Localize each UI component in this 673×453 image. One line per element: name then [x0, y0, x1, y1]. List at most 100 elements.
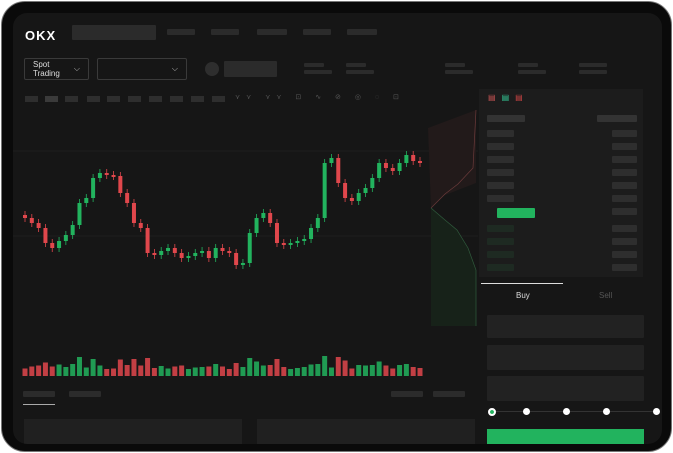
tab-sell[interactable]: Sell — [599, 291, 613, 300]
candle — [77, 203, 82, 225]
volume-bar — [124, 365, 130, 376]
chevron-down-icon: ⌵ — [171, 64, 178, 73]
candle — [63, 235, 68, 241]
tab-history[interactable] — [69, 391, 101, 397]
volume-bar — [111, 368, 117, 376]
orderbook-view-icons[interactable]: ▤▤▤ — [488, 93, 529, 102]
candle — [70, 225, 75, 235]
spot-trading-select[interactable]: Spot Trading ⌵ — [24, 58, 89, 80]
stat-value — [518, 70, 546, 74]
ask-amount — [612, 130, 637, 137]
candle — [356, 193, 361, 201]
volume-bar — [403, 364, 409, 376]
candle — [206, 251, 211, 258]
total-input[interactable] — [487, 376, 644, 401]
ask-price — [487, 195, 514, 202]
candle — [411, 155, 416, 161]
timeframe-button[interactable] — [87, 96, 100, 102]
candle — [36, 223, 41, 228]
bottom-card — [24, 419, 242, 444]
volume-bar — [97, 365, 103, 376]
volume-bar — [240, 367, 246, 376]
volume-bar — [49, 366, 55, 376]
stat-value — [579, 70, 607, 74]
amount-input[interactable] — [487, 345, 644, 370]
candle — [349, 198, 354, 201]
ask-amount — [612, 169, 637, 176]
depth-bids — [431, 208, 476, 326]
volume-bar — [158, 366, 164, 376]
timeframe-button[interactable] — [128, 96, 141, 102]
candle — [29, 218, 34, 223]
filter-button[interactable] — [433, 391, 465, 397]
timeframe-button[interactable] — [212, 96, 225, 102]
volume-bar — [328, 367, 334, 376]
volume-bar — [145, 358, 151, 376]
slider-step[interactable] — [603, 408, 610, 415]
tab-open-orders[interactable] — [23, 391, 55, 397]
orderbook-sell-icon[interactable]: ▤ — [515, 93, 529, 102]
candle — [274, 223, 279, 243]
slider-step[interactable] — [523, 408, 530, 415]
candlestick-chart[interactable] — [13, 108, 478, 378]
ask-amount — [612, 195, 637, 202]
slider-step[interactable] — [563, 408, 570, 415]
candle — [166, 248, 171, 251]
price-input[interactable] — [487, 315, 644, 338]
timeframe-button[interactable] — [107, 96, 120, 102]
volume-bar — [363, 365, 369, 376]
timeframe-button[interactable] — [65, 96, 78, 102]
candle — [179, 253, 184, 258]
pair-select[interactable]: ⌵ — [97, 58, 187, 80]
orderbook-both-icon[interactable]: ▤ — [488, 93, 502, 102]
volume-bar — [417, 368, 423, 376]
stat-label — [579, 63, 607, 67]
orderbook-buy-icon[interactable]: ▤ — [501, 93, 516, 102]
timeframe-button[interactable] — [25, 96, 38, 102]
volume-bar — [63, 367, 69, 376]
buy-submit-button[interactable] — [487, 429, 644, 444]
bid-price — [487, 225, 514, 232]
okx-logo[interactable]: OKX — [25, 28, 57, 43]
candle — [261, 213, 266, 218]
slider-step-selected[interactable] — [488, 408, 496, 416]
volume-bar — [267, 365, 273, 376]
filter-button[interactable] — [391, 391, 423, 397]
timeframe-button[interactable] — [149, 96, 162, 102]
timeframe-button[interactable] — [191, 96, 204, 102]
nav-item[interactable] — [303, 29, 331, 35]
bid-price — [487, 238, 514, 245]
active-tab-underline — [23, 404, 55, 405]
candle — [302, 239, 307, 241]
candle — [220, 248, 225, 251]
search-bar[interactable] — [72, 25, 156, 40]
volume-bar — [172, 366, 178, 376]
candle — [254, 218, 259, 233]
timeframe-button[interactable] — [45, 96, 58, 102]
tab-buy[interactable]: Buy — [516, 291, 530, 300]
nav-item[interactable] — [211, 29, 239, 35]
volume-bar — [29, 366, 35, 376]
timeframe-button[interactable] — [170, 96, 183, 102]
leverage-slider-track[interactable] — [493, 411, 655, 412]
slider-step[interactable] — [653, 408, 660, 415]
volume-bar — [369, 365, 375, 376]
candle — [322, 163, 327, 218]
volume-bar — [199, 367, 205, 376]
volume-bar — [281, 367, 287, 376]
candle — [138, 223, 143, 228]
volume-bar — [322, 356, 328, 376]
candle — [23, 215, 27, 218]
candle — [418, 161, 422, 163]
nav-item[interactable] — [167, 29, 195, 35]
ask-amount — [612, 156, 637, 163]
bid-price — [487, 264, 514, 271]
bid-amount — [612, 238, 637, 245]
nav-item[interactable] — [257, 29, 287, 35]
orderbook-header — [487, 115, 525, 122]
nav-item[interactable] — [347, 29, 377, 35]
candle — [97, 173, 102, 178]
chart-tools-icons[interactable]: ⋎⋎ ⋎⋎ ⊡ ∿ ⊘ ◎ ◌ ⊡ — [235, 94, 405, 101]
candle — [200, 251, 205, 253]
